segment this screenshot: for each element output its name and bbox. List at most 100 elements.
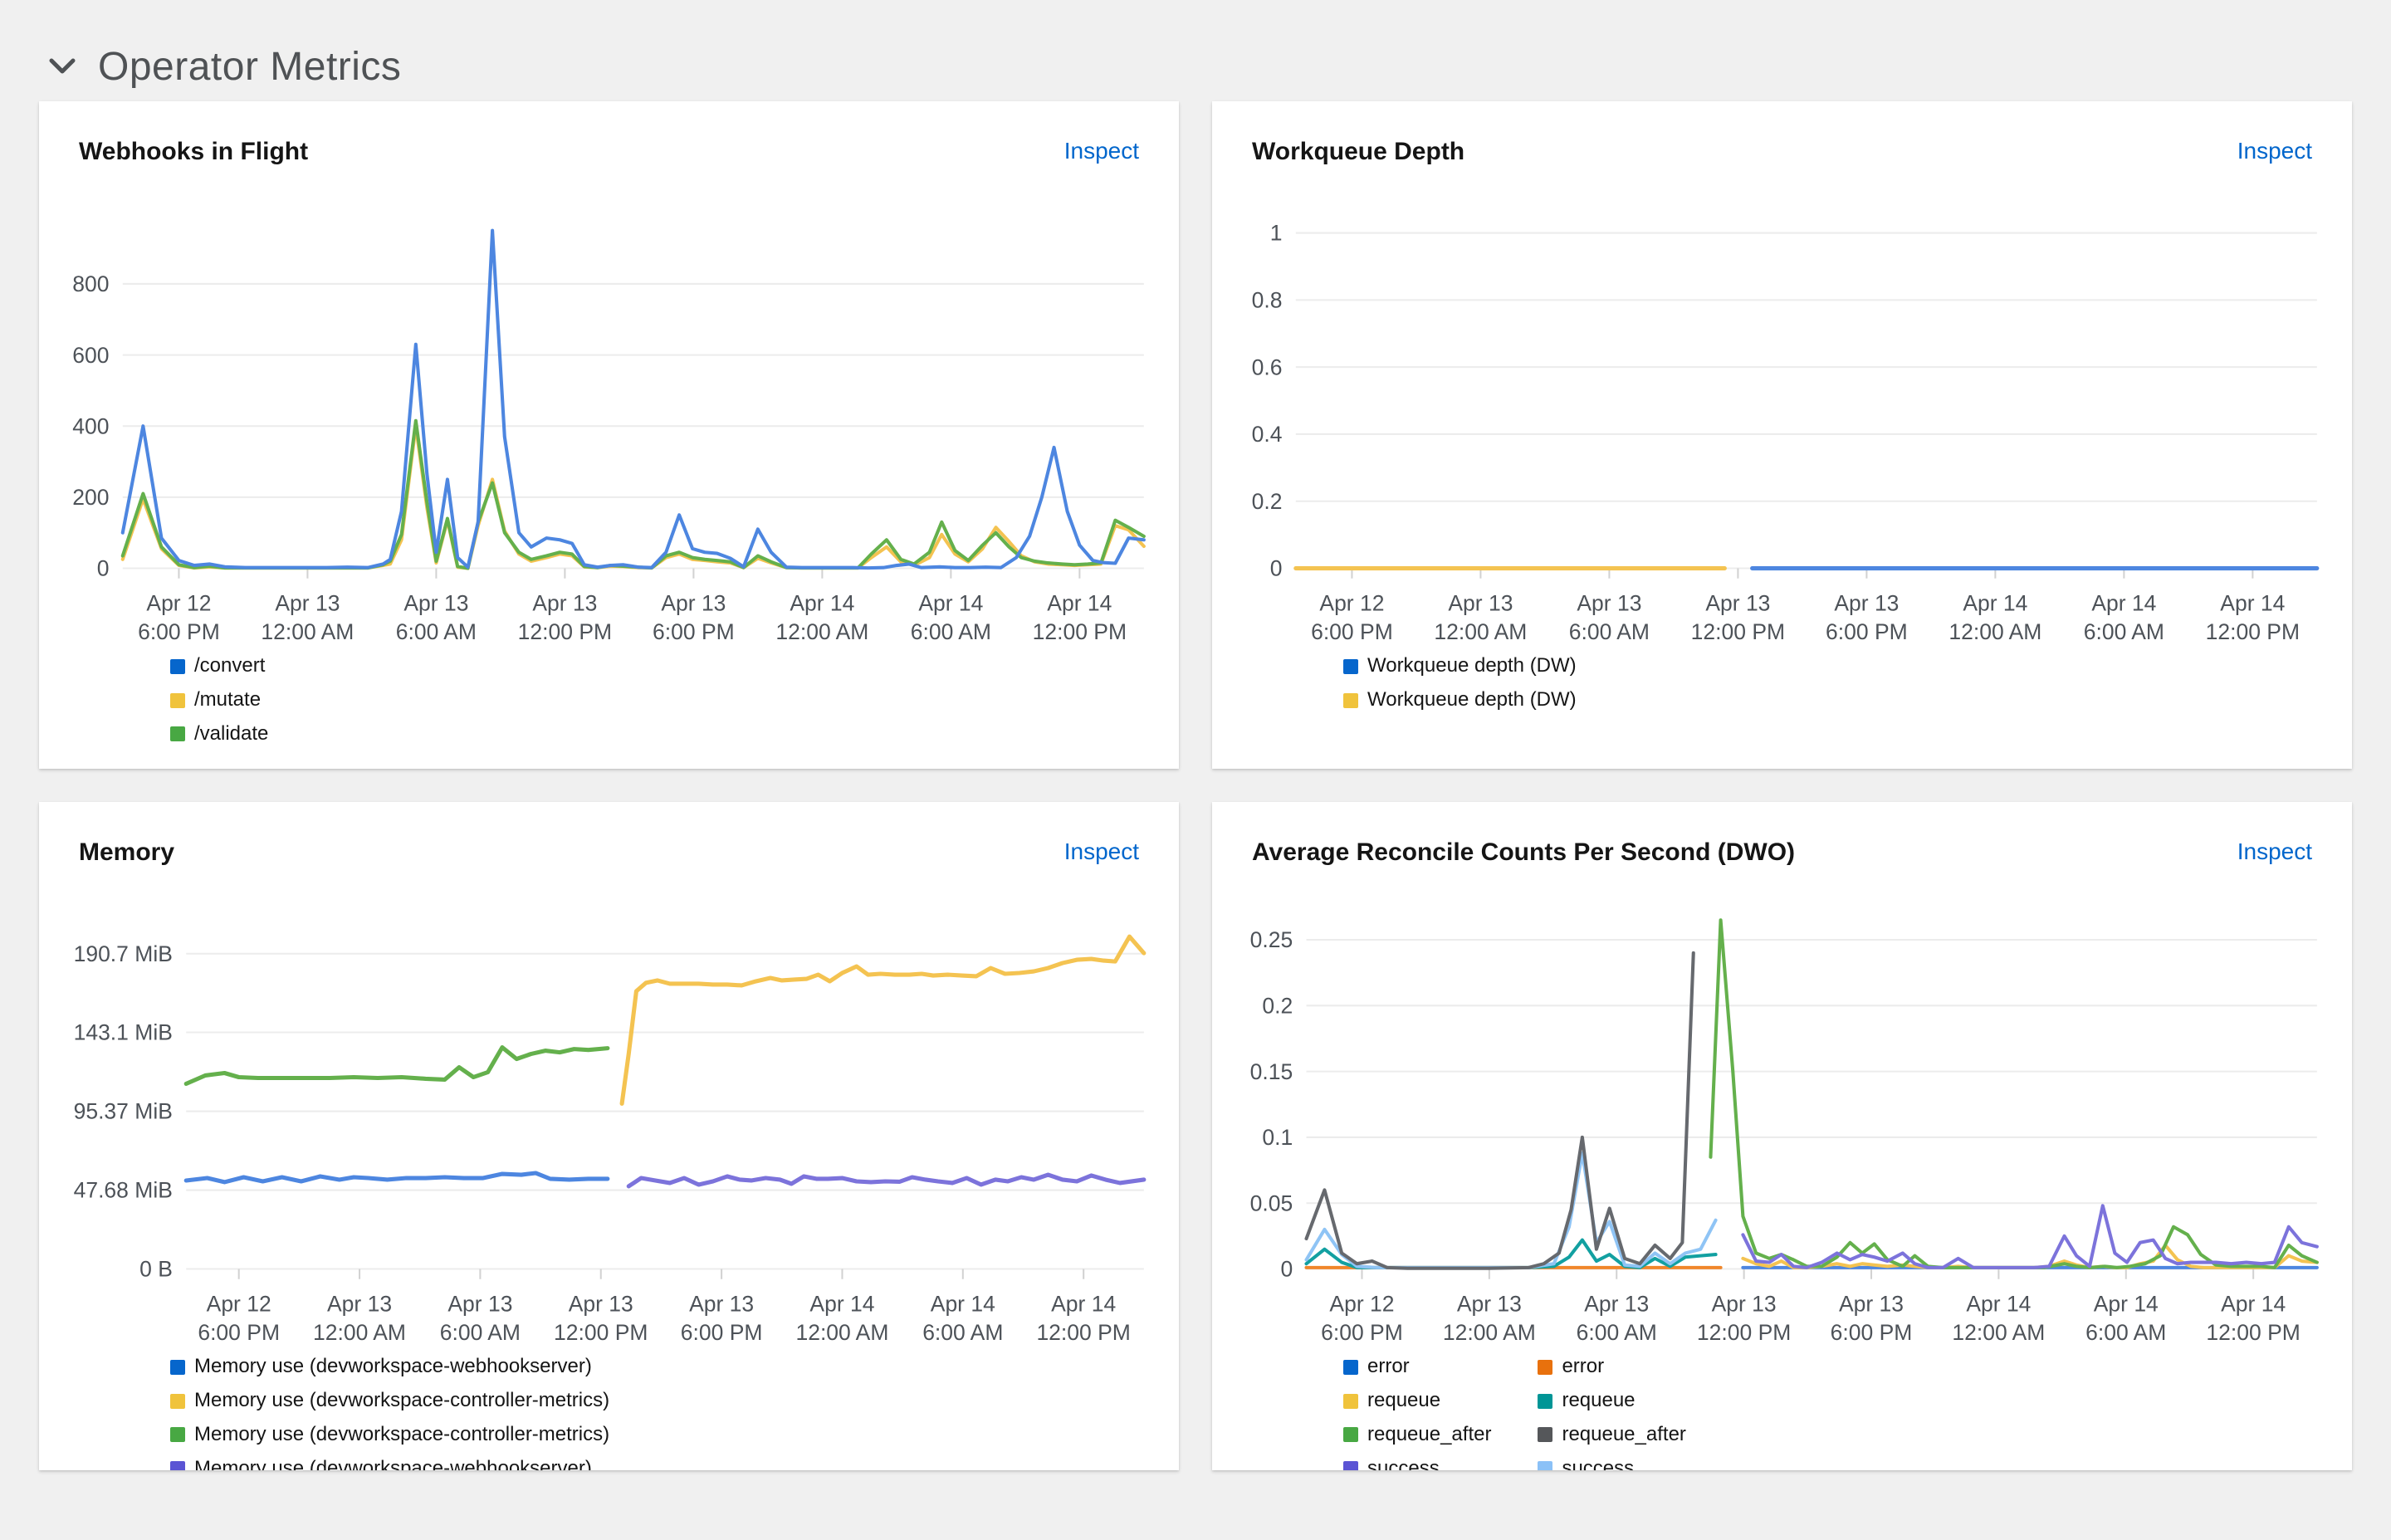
legend-color-swatch-icon bbox=[1343, 1393, 1358, 1409]
x-tick-label: 12:00 PM bbox=[2206, 619, 2300, 644]
series-success-old bbox=[1304, 1151, 1718, 1269]
chart-webhooks-in-flight: 0 200 400 600 800 Apr 12 6:00 PM Apr 13 12:00 AM… bbox=[39, 199, 1179, 646]
legend-color-swatch-icon bbox=[170, 692, 185, 708]
y-tick-label: 400 bbox=[72, 413, 109, 438]
x-tick-label: Apr 14 bbox=[918, 590, 983, 615]
x-tick-label: Apr 13 bbox=[689, 1291, 754, 1316]
y-tick-label: 0.15 bbox=[1250, 1059, 1293, 1084]
panel-head: Workqueue Depth Inspect bbox=[1212, 101, 2352, 166]
legend-item: Memory use (devworkspace-webhookserver) bbox=[170, 1355, 609, 1379]
x-tick-label: Apr 13 bbox=[1705, 590, 1770, 615]
x-tick-label: Apr 12 bbox=[1329, 1291, 1394, 1316]
inspect-link[interactable]: Inspect bbox=[1063, 138, 1139, 164]
inspect-link[interactable]: Inspect bbox=[1063, 838, 1139, 864]
x-tick-label: 12:00 PM bbox=[1033, 619, 1127, 644]
y-tick-label: 0 bbox=[97, 556, 110, 581]
section-header: Operator Metrics bbox=[0, 0, 2391, 98]
legend-label: Memory use (devworkspace-controller-metr… bbox=[194, 1422, 610, 1445]
legend-item: Workqueue depth (DW) bbox=[1343, 654, 1577, 678]
x-tick-label: 12:00 PM bbox=[1691, 619, 1785, 644]
legend-label: Workqueue depth (DW) bbox=[1367, 654, 1577, 677]
x-tick-label: Apr 14 bbox=[931, 1291, 995, 1316]
inspect-link[interactable]: Inspect bbox=[2237, 838, 2312, 864]
x-tick-label: 6:00 PM bbox=[138, 619, 220, 644]
legend-item: Memory use (devworkspace-webhookserver) bbox=[170, 1457, 609, 1470]
series-memory-webhookserver-old bbox=[183, 1171, 610, 1185]
x-tick-label: Apr 14 bbox=[2094, 1291, 2159, 1316]
legend-color-swatch-icon bbox=[170, 726, 185, 742]
legend-item: /convert bbox=[170, 654, 268, 678]
x-tick-label: 6:00 AM bbox=[922, 1320, 1003, 1345]
x-tick-label: Apr 13 bbox=[1839, 1291, 1904, 1316]
panel-head: Memory Inspect bbox=[39, 802, 1179, 867]
line-chart-svg: 0 0.05 0.1 0.15 0.2 0.25 Apr 12 6:00 PM Apr 13 12… bbox=[1250, 918, 2319, 1345]
x-tick-label: Apr 13 bbox=[1584, 1291, 1649, 1316]
legend-label: /validate bbox=[194, 721, 269, 745]
y-tick-label: 0.25 bbox=[1250, 927, 1293, 952]
legend-color-swatch-icon bbox=[1343, 658, 1358, 674]
legend-color-swatch-icon bbox=[1343, 1461, 1358, 1470]
x-tick-label: 6:00 PM bbox=[1311, 619, 1393, 644]
x-tick-label: 6:00 AM bbox=[911, 619, 991, 644]
legend-item: success bbox=[1538, 1457, 1685, 1470]
x-tick-label: 6:00 PM bbox=[1321, 1320, 1403, 1345]
series-success-new bbox=[1741, 1204, 2319, 1269]
legend-memory: Memory use (devworkspace-webhookserver) M… bbox=[170, 1355, 1179, 1470]
x-tick-label: 6:00 AM bbox=[1577, 1320, 1657, 1345]
x-tick-label: Apr 14 bbox=[790, 590, 854, 615]
panel-head: Average Reconcile Counts Per Second (DWO… bbox=[1212, 802, 2352, 867]
chart-average-reconcile-counts: 0 0.05 0.1 0.15 0.2 0.25 Apr 12 6:00 PM Apr 13 12… bbox=[1212, 900, 2352, 1347]
x-tick-label: 12:00 AM bbox=[313, 1320, 406, 1345]
chart-workqueue-depth: 0 0.2 0.4 0.6 0.8 1 Apr 12 6:00 PM Apr 13 12:00 A… bbox=[1212, 199, 2352, 646]
legend-color-swatch-icon bbox=[170, 658, 185, 674]
y-tick-label: 143.1 MiB bbox=[74, 1020, 173, 1045]
legend-item: Memory use (devworkspace-controller-metr… bbox=[170, 1423, 609, 1447]
inspect-link[interactable]: Inspect bbox=[2237, 138, 2312, 164]
line-chart-svg: 0 0.2 0.4 0.6 0.8 1 Apr 12 6:00 PM Apr 13 12:00 A… bbox=[1252, 221, 2320, 644]
legend-item: success bbox=[1343, 1457, 1491, 1470]
y-tick-label: 95.37 MiB bbox=[74, 1099, 173, 1124]
legend-color-swatch-icon bbox=[1343, 1427, 1358, 1443]
y-tick-label: 800 bbox=[72, 271, 109, 296]
legend-label: success bbox=[1367, 1456, 1440, 1470]
card-workqueue-depth: Workqueue Depth Inspect 0 0.2 0.4 0.6 0.8 1 Ap… bbox=[1212, 101, 2352, 769]
series-memory-controller-metrics-old bbox=[183, 1045, 610, 1086]
x-tick-label: 12:00 AM bbox=[1952, 1320, 2045, 1345]
legend-color-swatch-icon bbox=[170, 1393, 185, 1409]
y-tick-label: 0.2 bbox=[1252, 489, 1283, 514]
legend-color-swatch-icon bbox=[1538, 1461, 1553, 1470]
x-tick-label: Apr 13 bbox=[1834, 590, 1899, 615]
legend-label: success bbox=[1562, 1456, 1635, 1470]
x-tick-label: Apr 12 bbox=[207, 1291, 271, 1316]
y-tick-label: 0.2 bbox=[1262, 994, 1293, 1019]
series-memory-controller-metrics-new bbox=[619, 934, 1147, 1106]
legend-label: Memory use (devworkspace-controller-metr… bbox=[194, 1389, 610, 1412]
y-tick-label: 0.8 bbox=[1252, 288, 1283, 313]
legend-item: /mutate bbox=[170, 688, 268, 712]
y-tick-label: 200 bbox=[72, 485, 109, 510]
x-tick-label: Apr 13 bbox=[1448, 590, 1513, 615]
series-requeue-after-new bbox=[1709, 918, 2319, 1269]
y-tick-label: 0.05 bbox=[1250, 1190, 1293, 1215]
line-chart-svg: 0 B 47.68 MiB 95.37 MiB 143.1 MiB 190.7 MiB A… bbox=[74, 934, 1147, 1345]
chart-memory: 0 B 47.68 MiB 95.37 MiB 143.1 MiB 190.7 MiB A… bbox=[39, 900, 1179, 1347]
legend-color-swatch-icon bbox=[1538, 1359, 1553, 1375]
x-tick-label: Apr 14 bbox=[1047, 590, 1112, 615]
x-tick-label: 12:00 PM bbox=[518, 619, 612, 644]
legend-label: Memory use (devworkspace-webhookserver) bbox=[194, 1456, 592, 1470]
legend-item: /validate bbox=[170, 722, 268, 746]
legend-label: error bbox=[1562, 1355, 1605, 1378]
legend-item: error bbox=[1343, 1355, 1491, 1379]
series-/convert bbox=[120, 228, 1146, 570]
legend-label: requeue_after bbox=[1562, 1422, 1686, 1445]
x-tick-label: Apr 14 bbox=[1966, 1291, 2031, 1316]
legend-label: Memory use (devworkspace-webhookserver) bbox=[194, 1355, 592, 1378]
section-collapse-chevron-icon[interactable] bbox=[48, 56, 76, 76]
series-requeue-after-old bbox=[1304, 951, 1695, 1270]
x-tick-label: Apr 14 bbox=[1051, 1291, 1116, 1316]
x-tick-label: Apr 13 bbox=[1457, 1291, 1522, 1316]
legend-label: /mutate bbox=[194, 688, 262, 711]
x-tick-label: 12:00 AM bbox=[1948, 619, 2041, 644]
y-tick-label: 0.6 bbox=[1252, 354, 1283, 379]
panel-title: Workqueue Depth bbox=[1252, 138, 1465, 165]
